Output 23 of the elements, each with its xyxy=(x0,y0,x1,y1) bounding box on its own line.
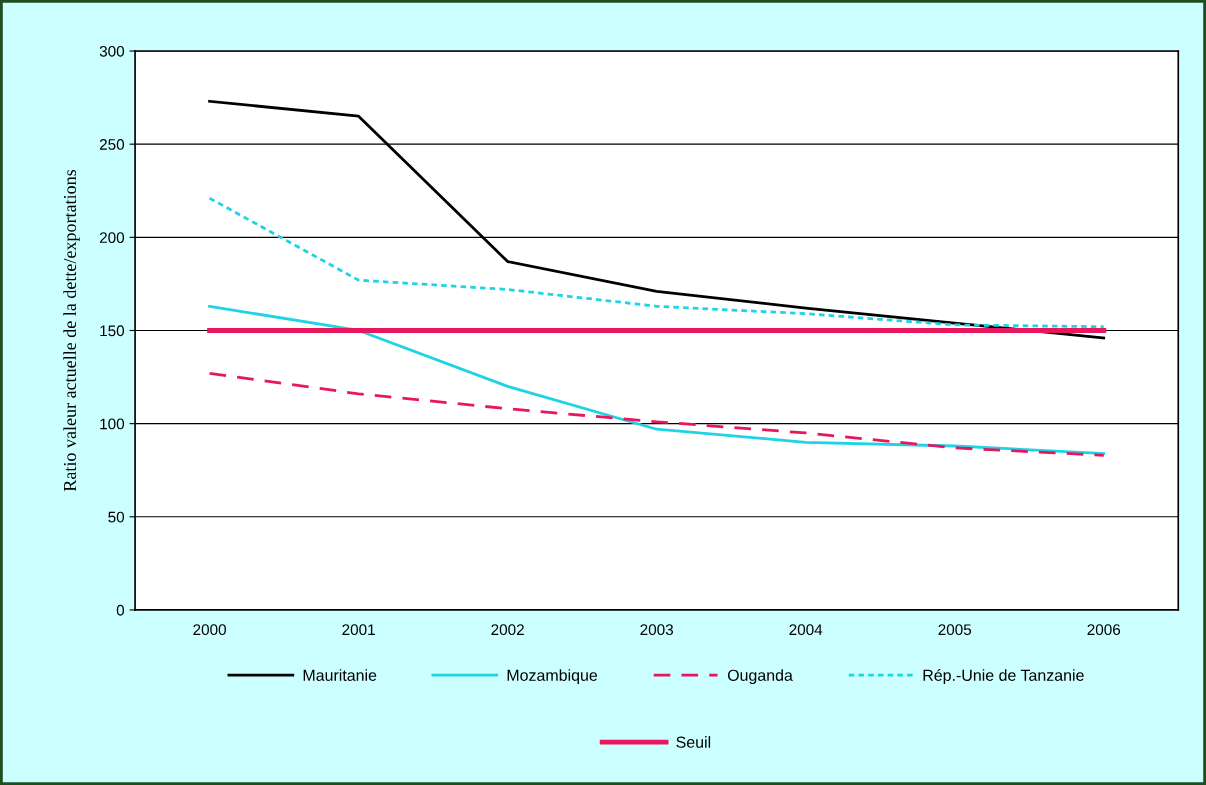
x-tick-label: 2002 xyxy=(491,624,524,636)
y-tick-label: 200 xyxy=(99,232,125,244)
y-tick-label: 50 xyxy=(108,511,125,523)
x-tick-label: 2003 xyxy=(640,624,673,636)
y-tick-label: 250 xyxy=(99,139,125,150)
x-tick-label: 2000 xyxy=(193,624,226,636)
y-tick-label: 100 xyxy=(100,418,125,430)
x-tick-label: 2006 xyxy=(1087,624,1121,636)
line-series xyxy=(208,371,1106,457)
x-tick-label: 2001 xyxy=(342,624,375,636)
y-tick-label: 150 xyxy=(100,325,125,337)
legend-label: Rép.-Unie de Tanzanie xyxy=(923,669,1084,685)
legend-label: Mauritanie xyxy=(303,669,377,681)
legend-label: Mozambique xyxy=(507,669,598,685)
line-series xyxy=(208,196,1106,329)
x-tick-label: 2005 xyxy=(938,624,972,636)
legend-label: Seuil xyxy=(676,736,711,748)
y-tick-label: 0 xyxy=(116,604,125,616)
y-tick-label: 300 xyxy=(99,45,125,57)
y-axis-title: Ratio valeur actuelle de la dette/exportations xyxy=(63,169,80,492)
legend-label: Ouganda xyxy=(727,669,793,685)
line-series xyxy=(208,304,1106,455)
x-tick-label: 2004 xyxy=(789,624,823,636)
